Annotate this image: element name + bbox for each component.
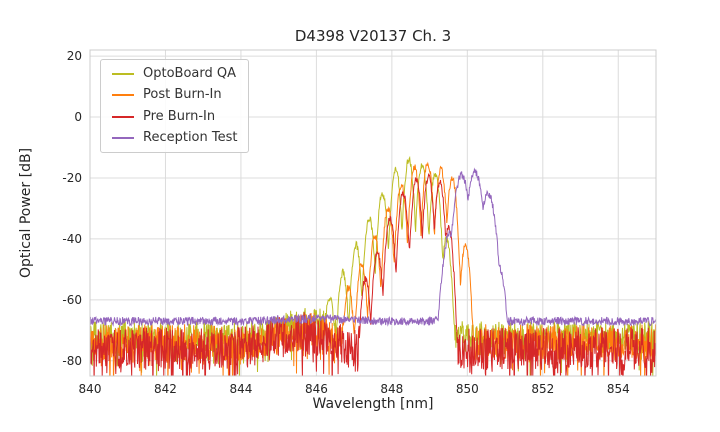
x-tick-label: 846	[305, 382, 328, 396]
legend-label: OptoBoard QA	[143, 66, 236, 81]
x-tick-label: 850	[456, 382, 479, 396]
legend-item: OptoBoard QA	[112, 66, 237, 81]
x-tick-label: 844	[229, 382, 252, 396]
series-line-pre-burn-in	[90, 173, 656, 376]
y-tick-label: 0	[74, 110, 82, 124]
series-line-reception-test	[90, 167, 656, 327]
legend-label: Pre Burn-In	[143, 108, 216, 124]
legend-label: Post Burn-In	[143, 87, 222, 103]
x-tick-label: 852	[531, 382, 554, 396]
y-tick-label: 20	[67, 49, 82, 63]
axes-border	[89, 49, 657, 377]
x-tick-label: 842	[154, 382, 177, 396]
y-tick-label: -20	[62, 171, 82, 185]
legend: OptoBoard QA Post Burn-In Pre Burn-In Recep…	[100, 59, 250, 154]
legend-swatch	[112, 73, 134, 76]
chart-title: D4398 V20137 Ch. 3	[294, 27, 452, 45]
x-axis-label: Wavelength [nm]	[312, 396, 434, 412]
x-tick-label: 848	[380, 382, 403, 396]
y-tick-label: -40	[62, 232, 82, 246]
x-tick-label: 840	[79, 382, 102, 396]
legend-swatch	[112, 137, 134, 140]
legend-item: Post Burn-In	[112, 87, 237, 103]
legend-label: Reception Test	[143, 129, 238, 145]
y-tick-label: -80	[62, 354, 82, 368]
series-group	[90, 155, 656, 376]
legend-item: Reception Test	[112, 129, 238, 145]
y-tick-label: -60	[62, 293, 82, 307]
legend-swatch	[112, 115, 134, 118]
x-tick-label: 854	[607, 382, 630, 396]
legend-item: Pre Burn-In	[112, 108, 237, 124]
legend-swatch	[112, 94, 134, 97]
